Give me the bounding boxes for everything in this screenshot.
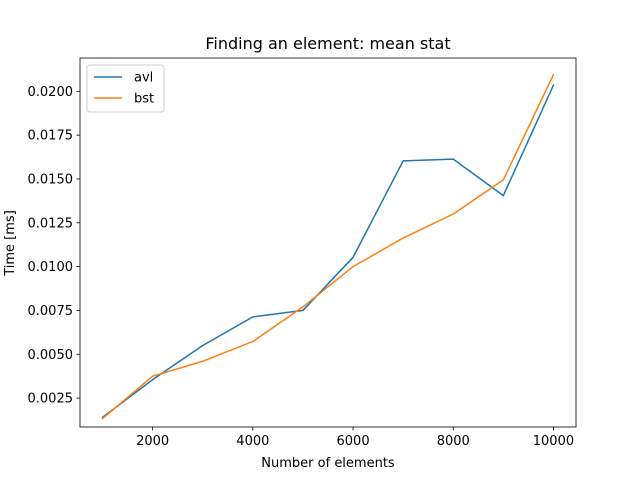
y-tick-label: 0.0125 (28, 216, 74, 231)
y-tick-label: 0.0200 (28, 85, 74, 100)
x-axis-label: Number of elements (261, 456, 395, 471)
y-tick-label: 0.0050 (28, 348, 74, 363)
x-tick-label: 8000 (437, 434, 470, 449)
legend: avl bst (86, 64, 165, 113)
series-line-bst (101, 73, 555, 420)
x-tick-label: 6000 (337, 434, 370, 449)
chart-title: Finding an element: mean stat (205, 34, 450, 53)
y-tick-label: 0.0175 (28, 129, 74, 144)
x-tick-label: 10000 (533, 434, 574, 449)
series-line-avl (101, 84, 555, 419)
y-tick-label: 0.0100 (28, 260, 74, 275)
legend-label-bst: bst (134, 92, 154, 107)
x-tick-label: 2000 (136, 434, 169, 449)
axes-frame (79, 57, 577, 428)
y-axis-label: Time [ms] (3, 210, 18, 277)
x-tick-label: 4000 (236, 434, 269, 449)
y-tick-label: 0.0025 (28, 392, 74, 407)
legend-label-avl: avl (134, 71, 153, 86)
y-tick-label: 0.0150 (28, 172, 74, 187)
y-tick-label: 0.0075 (28, 304, 74, 319)
plot-area: 2000 4000 6000 8000 10000 0.0025 0.0050 0.0075 0… (28, 57, 577, 449)
